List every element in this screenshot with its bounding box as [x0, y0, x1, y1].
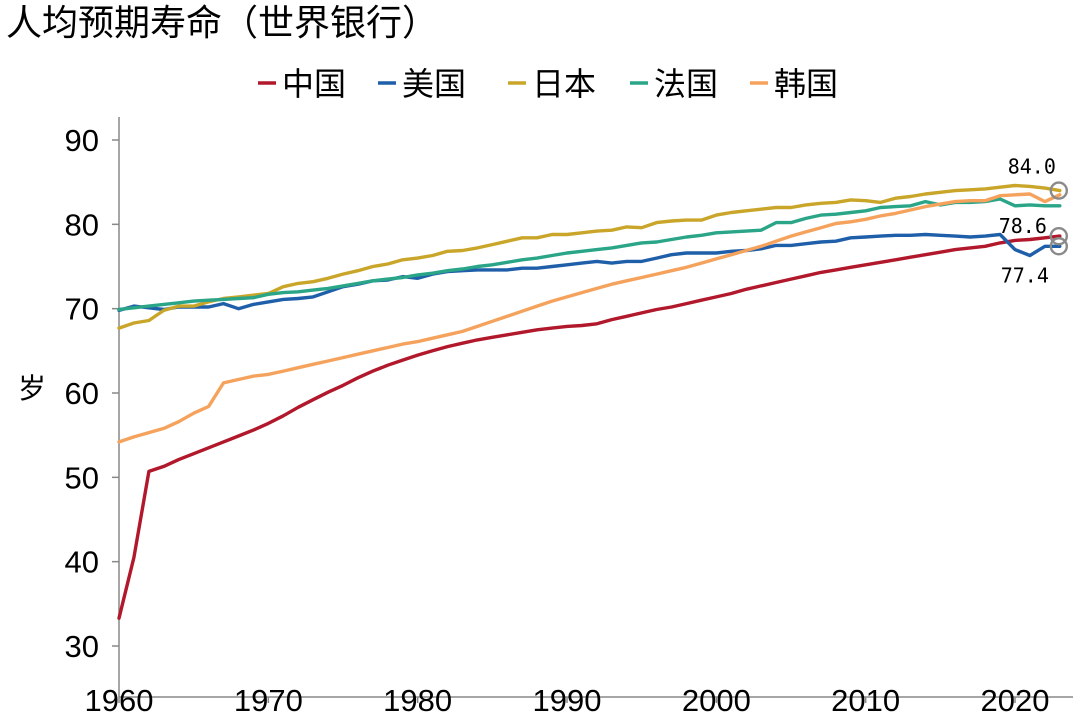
- y-tick-label: 60: [65, 376, 99, 411]
- legend-label: 中国: [282, 65, 346, 103]
- y-tick-label: 90: [65, 123, 99, 158]
- y-tick-label: 50: [65, 460, 99, 495]
- endpoint-marker: [1049, 226, 1069, 246]
- endpoint-marker: [1049, 181, 1069, 200]
- y-tick-label: 80: [65, 207, 99, 242]
- series-line-美国: [117, 232, 1062, 313]
- y-axis-label: 岁: [18, 372, 46, 405]
- x-tick-label: 2020: [981, 683, 1050, 717]
- x-tick-label: 1970: [234, 683, 303, 717]
- legend-label: 法国: [654, 65, 718, 103]
- x-tick-label: 1960: [85, 683, 154, 717]
- endpoint-label: 78.6: [999, 214, 1047, 238]
- series-line-韩国: [117, 192, 1062, 444]
- series-lines: [117, 183, 1062, 620]
- legend: 中国 美国 日本 法国 韩国: [258, 65, 838, 103]
- endpoint-label: 77.4: [1001, 263, 1049, 287]
- series-line-法国: [117, 197, 1062, 312]
- y-tick-label: 30: [65, 629, 99, 664]
- legend-label: 韩国: [774, 65, 838, 103]
- endpoint-marker: [1049, 237, 1069, 256]
- x-ticks: 1960 1970 1980 1990 2000 2010 2020: [85, 683, 1050, 717]
- legend-label: 日本: [532, 65, 596, 103]
- chart-title: 人均预期寿命（世界银行）: [6, 3, 438, 44]
- x-tick-label: 1990: [533, 683, 602, 717]
- y-tick-label: 40: [65, 545, 99, 580]
- annotations: 84.0 78.6 77.4: [999, 155, 1069, 287]
- series-line-中国: [117, 234, 1062, 620]
- endpoint-label: 84.0: [1008, 155, 1056, 179]
- legend-label: 美国: [402, 65, 466, 103]
- y-ticks: 30 40 50 60 70 80 90: [65, 123, 119, 664]
- y-tick-label: 70: [65, 292, 99, 327]
- x-tick-label: 2000: [682, 683, 751, 717]
- series-line-日本: [117, 183, 1062, 330]
- axes: 30 40 50 60 70 80 90 1960 1970 1980 1990 2000 2010 2…: [65, 117, 1073, 717]
- x-tick-label: 2010: [831, 683, 900, 717]
- x-tick-label: 1980: [383, 683, 452, 717]
